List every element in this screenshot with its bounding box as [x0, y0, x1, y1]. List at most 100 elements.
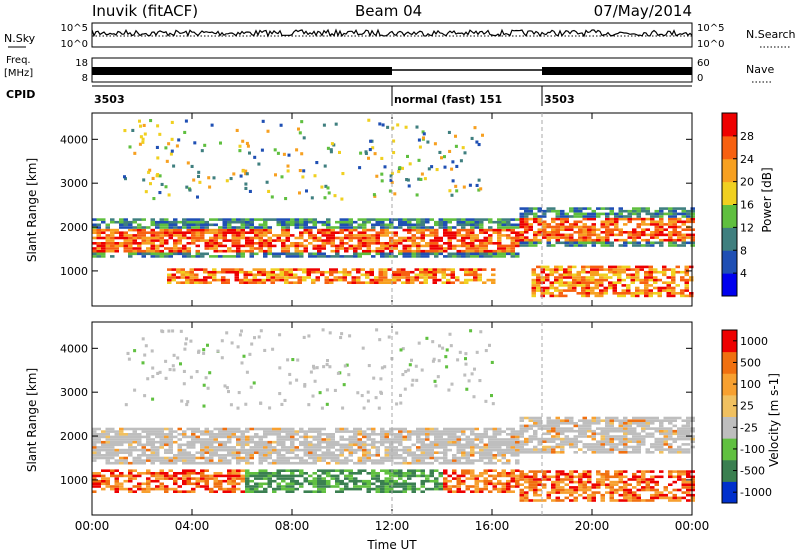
range-cell	[398, 438, 403, 441]
range-cell	[191, 435, 196, 439]
range-cell	[438, 485, 443, 488]
range-cell	[132, 490, 137, 493]
range-cell	[501, 448, 506, 452]
cpid-segment-label: 3503	[94, 93, 125, 106]
range-cell	[374, 278, 379, 282]
range-cell	[380, 234, 385, 237]
range-cell	[182, 474, 187, 478]
range-cell	[654, 236, 659, 239]
range-cell	[461, 228, 466, 232]
range-cell	[326, 485, 331, 488]
range-cell	[173, 454, 178, 457]
range-cell	[644, 289, 649, 292]
range-cell	[519, 445, 524, 449]
range-cell	[411, 255, 416, 258]
range-cell	[608, 270, 613, 274]
range-cell	[389, 236, 394, 240]
range-cell	[662, 286, 667, 290]
range-cell	[195, 228, 200, 232]
range-cell	[182, 435, 187, 439]
range-cell	[582, 443, 587, 446]
range-cell	[281, 218, 286, 221]
range-cell	[371, 438, 376, 441]
range-cell	[461, 218, 466, 221]
range-cell	[465, 451, 470, 454]
range-cell	[401, 270, 406, 274]
range-cell	[587, 424, 592, 428]
range-cell	[308, 234, 313, 237]
range-cell	[339, 454, 344, 457]
range-cell	[591, 416, 596, 420]
range-cell	[465, 218, 470, 221]
range-cell	[389, 223, 394, 227]
range-cell	[119, 435, 124, 439]
range-cell	[632, 499, 637, 502]
range-cell	[267, 433, 272, 436]
range-cell	[173, 430, 178, 433]
range-cell	[204, 440, 209, 444]
range-cell	[285, 430, 290, 433]
range-cell	[567, 281, 572, 284]
range-cell	[222, 490, 227, 493]
range-cell	[484, 349, 488, 353]
range-cell	[659, 207, 664, 210]
range-cell	[330, 446, 335, 449]
range-cell	[641, 228, 646, 231]
range-cell	[623, 483, 628, 486]
range-cell	[254, 446, 259, 449]
range-cell	[605, 238, 610, 242]
range-cell	[609, 241, 614, 245]
range-cell	[417, 158, 421, 162]
range-cell	[617, 278, 622, 282]
range-cell	[690, 435, 695, 438]
range-cell	[434, 242, 439, 245]
range-cell	[402, 427, 407, 431]
range-cell	[330, 440, 335, 444]
range-cell	[164, 252, 169, 256]
range-cell	[340, 332, 344, 336]
range-cell	[357, 255, 362, 258]
range-cell	[560, 491, 565, 494]
range-cell	[621, 265, 626, 269]
range-cell	[537, 448, 542, 451]
range-cell	[672, 241, 677, 245]
range-cell	[519, 225, 524, 229]
range-cell	[186, 249, 191, 253]
range-cell	[303, 247, 308, 250]
range-cell	[335, 244, 340, 248]
range-cell	[308, 236, 313, 240]
range-cell	[263, 218, 268, 221]
range-cell	[213, 247, 218, 250]
range-cell	[191, 456, 196, 460]
range-cell	[663, 493, 668, 497]
range-cell	[393, 472, 398, 475]
range-cell	[249, 435, 254, 439]
range-cell	[195, 438, 200, 441]
range-cell	[591, 432, 596, 436]
range-cell	[389, 247, 394, 250]
range-cell	[92, 454, 97, 457]
range-cell	[189, 268, 194, 271]
range-cell	[686, 483, 691, 486]
range-cell	[420, 430, 425, 433]
range-cell	[540, 281, 545, 284]
range-cell	[231, 433, 236, 436]
range-cell	[614, 212, 619, 216]
range-cell	[384, 482, 389, 486]
range-cell	[546, 238, 551, 242]
range-cell	[293, 276, 298, 279]
range-cell	[321, 247, 326, 250]
range-cell	[254, 226, 259, 229]
range-cell	[249, 440, 254, 444]
range-cell	[312, 443, 317, 447]
range-cell	[285, 252, 290, 256]
range-cell	[366, 390, 370, 394]
range-cell	[479, 249, 484, 253]
range-cell	[666, 276, 671, 279]
range-cell	[285, 218, 290, 221]
range-cell	[432, 268, 437, 271]
range-cell	[537, 416, 542, 420]
range-cell	[299, 236, 304, 240]
range-cell	[600, 499, 605, 502]
range-cell	[119, 448, 124, 452]
